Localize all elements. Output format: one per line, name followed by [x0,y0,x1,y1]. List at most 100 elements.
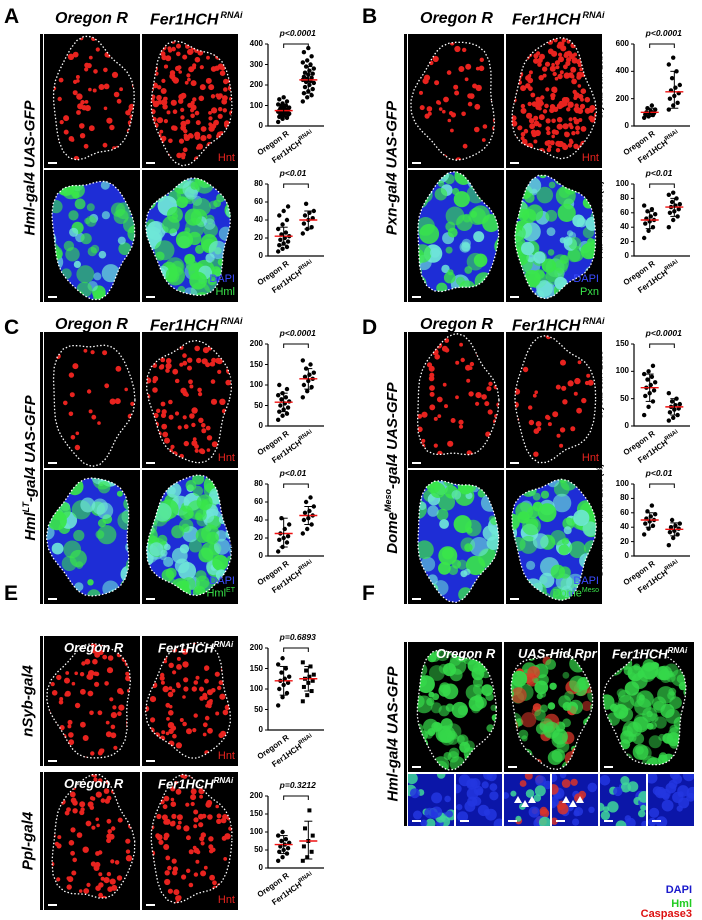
data-point [279,838,284,844]
data-point [311,370,317,375]
data-point [301,382,307,388]
micrograph-hnt: Hnt [142,332,238,468]
data-point [307,808,312,813]
data-point [671,190,676,195]
y-tick-label: 40 [620,522,629,532]
data-point [676,207,681,212]
data-point [283,666,289,671]
y-tick-label: 200 [615,93,629,103]
data-point [286,111,292,116]
panel-letter-b: B [362,5,378,28]
micrograph-gfp: DAPI HmlET [142,470,238,604]
data-point [667,96,673,101]
data-point [669,199,675,205]
data-point [300,99,306,104]
micrograph-gfp [504,642,598,772]
data-point [278,403,283,408]
y-tick-label: 100 [615,366,629,376]
scale-bar [412,162,421,164]
scale-bar [146,162,155,164]
data-point [641,371,647,377]
scatter-chart-e1: 0 50 100 150 200 Crystal cell / Lobe p=0.6893 O… [230,632,344,774]
significance-bracket [283,43,309,48]
p-value: p<0.01 [645,168,673,178]
zoom-inset [504,774,550,826]
data-point [275,833,281,838]
significance-bracket [283,343,309,348]
row-label-b: Pxn-gal4 UAS-GFP [383,100,401,236]
data-point [286,522,292,527]
scale-bar [604,766,613,768]
data-point [285,680,291,686]
data-point [285,846,291,851]
arrowhead-icon [514,796,522,803]
data-point [284,99,290,104]
data-point [652,512,658,517]
data-point [280,829,285,835]
data-point [277,382,282,388]
y-tick-label: 0 [624,421,629,430]
data-point [301,684,306,689]
data-point [668,525,674,530]
data-point [275,417,281,423]
data-point [308,62,313,67]
data-point [677,201,683,207]
data-point [671,217,676,223]
micrograph-gfp [408,170,504,302]
scale-bar [652,820,661,822]
data-point [284,411,290,416]
scatter-chart-e2: 0 50 100 150 200 Crystal cell / Lobe p=0.3212 O… [230,780,344,912]
micrograph-hnt [44,636,140,766]
data-point [300,395,306,400]
arrowhead-icon [521,800,529,807]
legend-dapi: DAPI [665,884,692,896]
y-tick-label: 60 [254,197,263,206]
data-point [305,95,310,100]
data-point [311,80,317,86]
p-value: p<0.0001 [645,28,682,38]
data-point [277,243,282,248]
scale-bar [146,598,155,600]
data-point [652,380,658,385]
scale-bar [48,598,57,600]
legend-caspase3: Caspase3 [640,908,692,920]
data-point [284,690,290,696]
arrowhead-icon [569,800,577,807]
zoom-inset [648,774,694,826]
channel-label-dapi: DAPI [209,273,235,285]
data-point [643,521,648,526]
data-point [280,246,285,251]
channel-label: Pxn [580,286,599,298]
micrograph-hnt: Hnt [142,34,238,168]
data-point [310,216,315,221]
legend-hml: Hml [671,898,692,910]
data-point [275,549,281,554]
micrograph-gfp: DAPI Pxn [506,170,602,302]
scale-bar [556,820,565,822]
data-point [300,699,305,704]
row-bracket [404,642,407,826]
data-point [301,221,307,226]
scale-bar [510,598,519,600]
y-tick-label: 0 [258,421,263,430]
data-point [311,208,317,214]
data-point [280,222,285,227]
data-point [666,107,672,112]
tile-title: Oregon R [436,646,496,661]
channel-label: Hnt [581,452,599,464]
channel-label-dapi: DAPI [573,575,599,587]
data-point [666,391,672,396]
col-header-rnai: Fer1HCH RNAi [150,10,243,29]
data-point [301,50,307,55]
micrograph-hnt [44,332,140,468]
scale-bar [48,462,57,464]
micrograph-gfp [408,470,504,604]
scale-bar [146,296,155,298]
data-point [280,855,285,860]
col-header-rnai: Fer1HCH RNAi [150,316,243,335]
panel-letter-d: D [362,316,378,339]
data-point [649,207,655,212]
p-value: p<0.0001 [279,28,316,38]
data-point [646,369,651,374]
row-label-a: Hml-gal4 UAS-GFP [21,100,39,236]
